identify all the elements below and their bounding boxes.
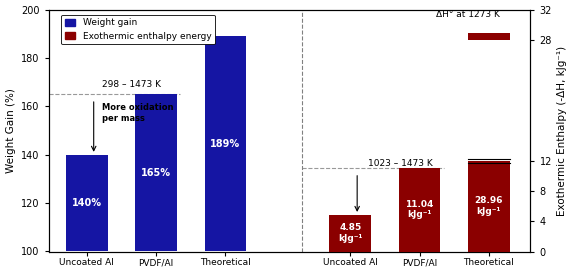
Y-axis label: Weight Gain (%): Weight Gain (%) — [6, 88, 15, 173]
Bar — [205, 36, 246, 251]
Bar — [399, 168, 441, 251]
Bar — [468, 40, 510, 161]
Bar — [135, 94, 177, 251]
Text: 298 – 1473 K: 298 – 1473 K — [102, 80, 161, 89]
Bar — [468, 161, 510, 251]
Y-axis label: Exothermic Enthalpy (-ΔH, kJg⁻¹): Exothermic Enthalpy (-ΔH, kJg⁻¹) — [558, 46, 567, 216]
Legend: Weight gain, Exothermic enthalpy energy: Weight gain, Exothermic enthalpy energy — [61, 15, 215, 44]
Bar — [329, 215, 371, 251]
Text: More oxidation
per mass: More oxidation per mass — [102, 103, 174, 123]
Text: 140%: 140% — [72, 198, 102, 208]
Bar — [468, 32, 510, 40]
Text: ΔH° at 1273 K: ΔH° at 1273 K — [436, 10, 500, 19]
Text: 4.85
kJg⁻¹: 4.85 kJg⁻¹ — [338, 224, 362, 243]
Text: 189%: 189% — [210, 139, 241, 149]
Text: 11.04
kJg⁻¹: 11.04 kJg⁻¹ — [405, 200, 434, 219]
Text: 28.96
kJg⁻¹: 28.96 kJg⁻¹ — [474, 197, 503, 216]
Text: 165%: 165% — [141, 168, 171, 178]
Bar — [66, 155, 108, 251]
Text: 1023 – 1473 K: 1023 – 1473 K — [367, 159, 432, 168]
